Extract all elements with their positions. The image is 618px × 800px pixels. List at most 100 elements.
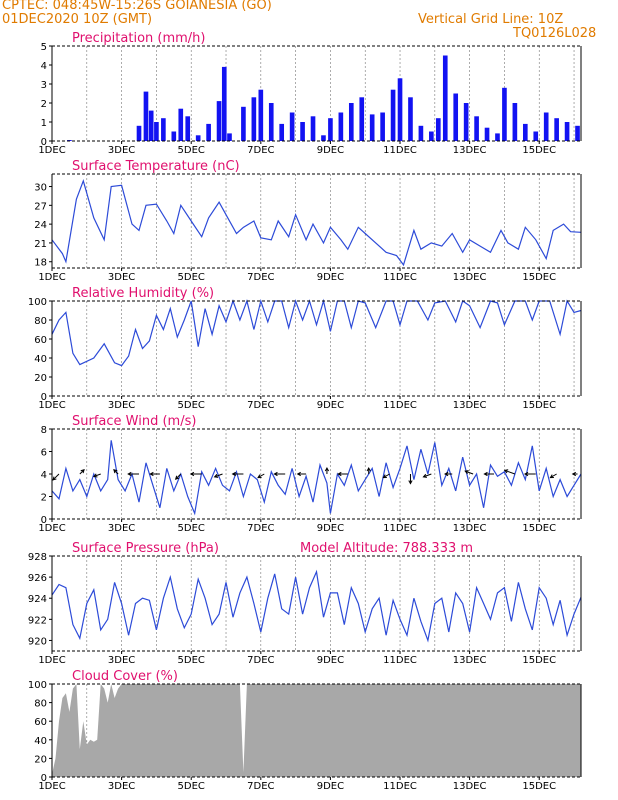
wind-arrow xyxy=(93,473,101,477)
precip-bar xyxy=(522,123,528,141)
precip-bar xyxy=(289,112,295,141)
panel-title: Surface Pressure (hPa) xyxy=(72,541,219,556)
x-tick-label: 7DEC xyxy=(247,655,274,666)
x-tick-label: 15DEC xyxy=(522,272,556,283)
x-tick-label: 5DEC xyxy=(178,272,205,283)
x-tick-label: 9DEC xyxy=(317,655,344,666)
panel-temperature: 18 21 24 27 30 1DEC 3DEC 5DEC 7DEC 9DEC 11DEC 13DEC… xyxy=(34,159,582,283)
precip-bar xyxy=(495,133,500,141)
precip-bar xyxy=(148,110,154,141)
wind-arrow xyxy=(550,473,557,479)
y-tick-label: 21 xyxy=(34,239,47,250)
wind-arrow-head xyxy=(113,469,118,474)
wind-arrow-head xyxy=(296,471,301,477)
x-tick-label: 15DEC xyxy=(522,781,556,792)
cloud-cover-area xyxy=(52,684,581,777)
model-altitude-label: Model Altitude: 788.333 m xyxy=(300,541,473,556)
precip-bar xyxy=(484,127,490,141)
series-line xyxy=(51,440,582,516)
precip-bar xyxy=(328,118,333,141)
wind-arrow-head xyxy=(189,471,195,477)
x-tick-label: 7DEC xyxy=(247,523,274,534)
panel-title: Precipitation (mm/h) xyxy=(72,31,205,46)
wind-arrow-head xyxy=(464,470,469,475)
wind-arrow-head xyxy=(408,480,413,485)
wind-arrow-head xyxy=(483,471,488,477)
x-tick-label: 13DEC xyxy=(453,655,487,666)
x-tick-label: 7DEC xyxy=(247,781,274,792)
wind-arrow xyxy=(214,473,223,478)
precip-bar xyxy=(429,131,434,141)
precip-bar xyxy=(268,103,274,141)
wind-arrow-head xyxy=(382,474,387,479)
y-tick-label: 922 xyxy=(28,615,47,626)
x-tick-label: 1DEC xyxy=(38,781,65,792)
x-tick-label: 1DEC xyxy=(38,400,65,411)
x-tick-label: 13DEC xyxy=(453,400,487,411)
y-tick-label: 2 xyxy=(41,493,47,504)
wind-arrow-head xyxy=(213,473,219,478)
x-tick-label: 1DEC xyxy=(38,272,65,283)
x-tick-label: 15DEC xyxy=(522,400,556,411)
x-tick-label: 9DEC xyxy=(317,523,344,534)
x-tick-label: 7DEC xyxy=(247,145,274,156)
wind-arrow xyxy=(257,473,265,479)
y-tick-label: 4 xyxy=(41,470,47,481)
y-tick-label: 0 xyxy=(41,137,47,148)
precip-bar xyxy=(474,116,479,141)
wind-arrow-head xyxy=(571,471,577,477)
precip-bar xyxy=(502,87,507,141)
x-tick-label: 1DEC xyxy=(38,145,65,156)
wind-arrow-head xyxy=(231,471,236,477)
y-tick-label: 2 xyxy=(41,99,47,110)
x-tick-label: 3DEC xyxy=(108,145,135,156)
x-tick-label: 13DEC xyxy=(453,145,487,156)
series-line xyxy=(51,298,582,367)
panel-title: Relative Humidity (%) xyxy=(72,286,214,301)
wind-arrow-head xyxy=(337,471,342,477)
panel-pressure: 920 922 924 926 928 1DEC 3DEC 5DEC 7DEC 9DEC 11DEC… xyxy=(28,541,582,666)
grid-note: Vertical Grid Line: 10Z xyxy=(418,12,564,27)
wind-arrow xyxy=(504,469,516,475)
y-tick-label: 926 xyxy=(28,573,47,584)
y-tick-label: 3 xyxy=(41,80,47,91)
precip-bar xyxy=(543,112,549,141)
y-tick-label: 924 xyxy=(28,594,47,605)
precip-bar xyxy=(442,55,448,141)
precip-bar xyxy=(533,131,539,141)
precip-bar xyxy=(338,112,344,141)
x-tick-label: 9DEC xyxy=(317,145,344,156)
precip-bar xyxy=(136,125,142,141)
y-tick-label: 5 xyxy=(41,42,47,53)
precip-bar xyxy=(575,125,580,141)
y-tick-label: 40 xyxy=(34,354,47,365)
precip-bar xyxy=(564,122,570,141)
panel-title: Surface Wind (m/s) xyxy=(72,414,196,429)
y-tick-label: 60 xyxy=(34,335,47,346)
precip-bar xyxy=(221,66,227,141)
wind-arrow-head xyxy=(443,471,449,477)
precip-bar xyxy=(380,112,385,141)
wind-arrow-head xyxy=(52,476,57,481)
wind-arrow-head xyxy=(422,473,427,478)
x-tick-label: 11DEC xyxy=(383,272,417,283)
panel-cloud-cover: 0 20 40 60 80 100 1DEC 3DEC 5DEC 7DEC 9DEC 11DEC 13D… xyxy=(28,669,582,792)
station-header-line1: CPTEC: 048:45W-15:26S GOIANESIA (GO) xyxy=(2,0,272,13)
y-tick-label: 8 xyxy=(41,425,47,436)
wind-arrow xyxy=(175,473,182,480)
model-code: TQ0126L028 xyxy=(513,26,597,41)
x-tick-label: 9DEC xyxy=(317,272,344,283)
wind-arrow-head xyxy=(523,471,529,477)
wind-arrow xyxy=(465,470,474,475)
panel-precipitation: 0 1 2 3 4 5 1DEC 3DEC 5DEC 7DEC 9DEC 11DEC 13DEC 15DE… xyxy=(38,31,582,156)
precip-bar xyxy=(258,89,264,141)
panel-title: Cloud Cover (%) xyxy=(72,669,178,684)
y-tick-label: 27 xyxy=(34,201,47,212)
x-tick-label: 11DEC xyxy=(383,655,417,666)
x-tick-label: 5DEC xyxy=(178,781,205,792)
wind-arrow xyxy=(383,473,390,479)
precip-bar xyxy=(206,123,211,141)
precip-bar xyxy=(185,116,191,141)
panel-title: Surface Temperature (nC) xyxy=(72,159,240,174)
wind-arrow-head xyxy=(149,471,154,477)
